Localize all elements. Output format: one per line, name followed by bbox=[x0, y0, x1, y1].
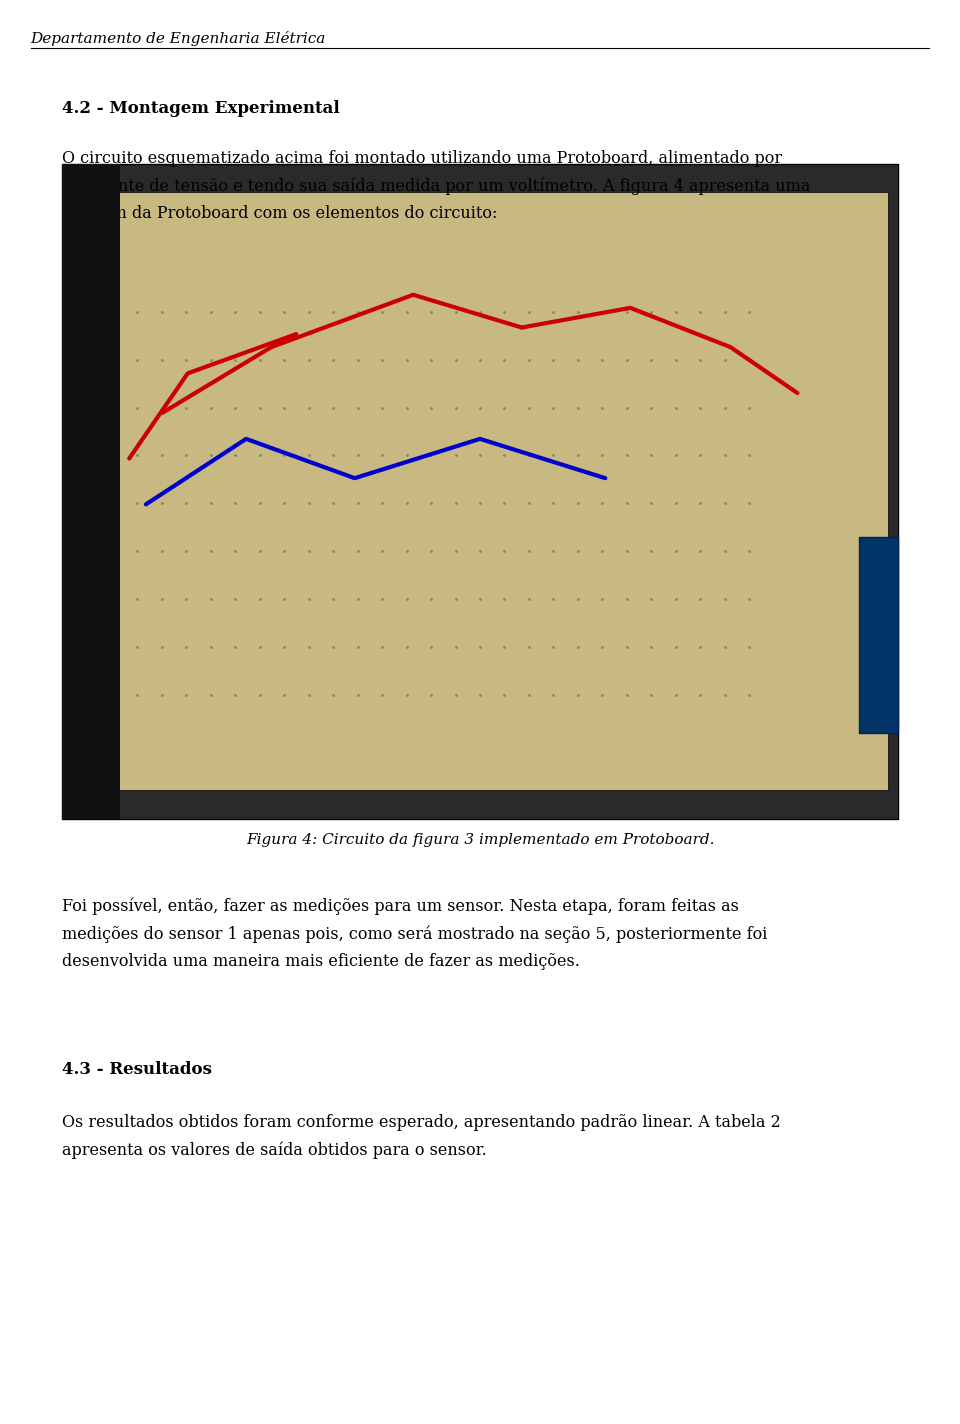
FancyBboxPatch shape bbox=[72, 192, 888, 790]
Text: 4.2 - Montagem Experimental: 4.2 - Montagem Experimental bbox=[62, 100, 340, 117]
FancyBboxPatch shape bbox=[62, 164, 120, 819]
Text: Os resultados obtidos foram conforme esperado, apresentando padrão linear. A tab: Os resultados obtidos foram conforme esp… bbox=[62, 1114, 781, 1159]
FancyBboxPatch shape bbox=[62, 164, 898, 819]
Text: Figura 4: Circuito da figura 3 implementado em Protoboard.: Figura 4: Circuito da figura 3 implement… bbox=[246, 833, 714, 847]
Text: Foi possível, então, fazer as medições para um sensor. Nesta etapa, foram feitas: Foi possível, então, fazer as medições p… bbox=[62, 897, 768, 970]
Text: Departamento de Engenharia Elétrica: Departamento de Engenharia Elétrica bbox=[31, 31, 326, 47]
Text: O circuito esquematizado acima foi montado utilizando uma Protoboard, alimentado: O circuito esquematizado acima foi monta… bbox=[62, 150, 811, 222]
FancyBboxPatch shape bbox=[859, 537, 898, 733]
Text: 4.3 - Resultados: 4.3 - Resultados bbox=[62, 1061, 212, 1078]
